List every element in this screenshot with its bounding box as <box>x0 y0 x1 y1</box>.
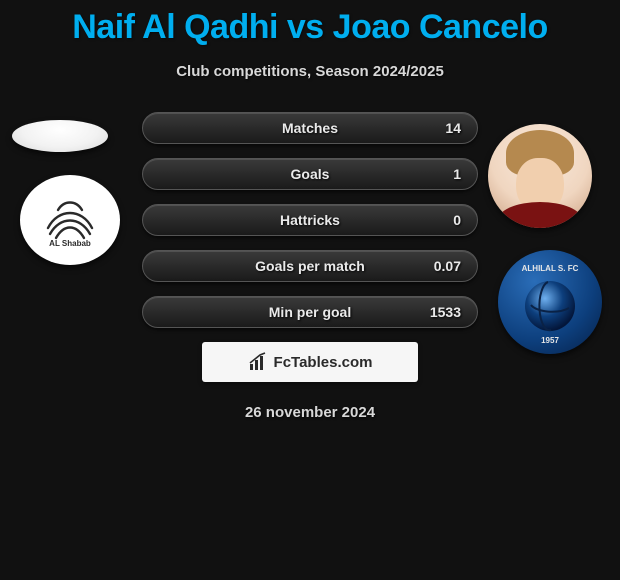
brand-label: FcTables.com <box>274 354 373 371</box>
stat-value: 14 <box>445 120 461 136</box>
stat-pill-gpm: Goals per match 0.07 <box>142 250 478 282</box>
stat-value: 0 <box>453 212 461 228</box>
stats-container: Matches 14 Goals 1 Hattricks 0 Goals per… <box>0 112 620 328</box>
stat-value: 0.07 <box>434 258 461 274</box>
stat-row: Goals 1 <box>0 158 620 190</box>
date-line: 26 november 2024 <box>0 404 620 421</box>
svg-text:1957: 1957 <box>541 336 559 345</box>
stat-row: Min per goal 1533 <box>0 296 620 328</box>
stat-pill-hattricks: Hattricks 0 <box>142 204 478 236</box>
stat-row: Matches 14 <box>0 112 620 144</box>
stat-pill-matches: Matches 14 <box>142 112 478 144</box>
stat-pill-mpg: Min per goal 1533 <box>142 296 478 328</box>
stat-label: Goals <box>291 166 330 182</box>
brand-box: FcTables.com <box>202 342 418 382</box>
stat-row: Hattricks 0 <box>0 204 620 236</box>
brand-chart-icon <box>248 352 268 372</box>
stat-row: Goals per match 0.07 <box>0 250 620 282</box>
stat-value: 1 <box>453 166 461 182</box>
stat-label: Hattricks <box>280 212 340 228</box>
stat-value: 1533 <box>430 304 461 320</box>
subtitle: Club competitions, Season 2024/2025 <box>0 63 620 80</box>
stat-label: Matches <box>282 120 338 136</box>
stat-label: Goals per match <box>255 258 365 274</box>
stat-pill-goals: Goals 1 <box>142 158 478 190</box>
page-title: Naif Al Qadhi vs Joao Cancelo <box>0 0 620 47</box>
stat-label: Min per goal <box>269 304 351 320</box>
